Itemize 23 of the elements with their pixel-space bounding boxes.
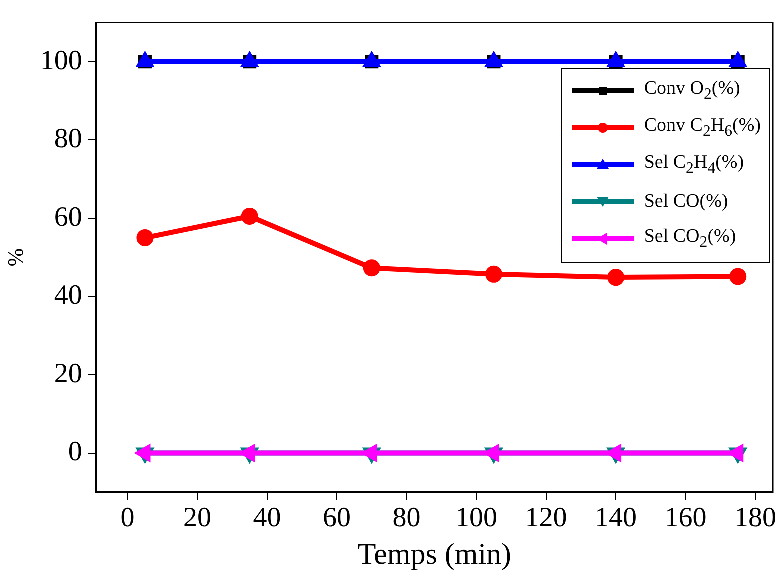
legend-label: Sel CO(%) — [644, 191, 728, 214]
y-tick-label: 0 — [68, 436, 82, 468]
legend-label: Conv O$_{2}$(%) — [644, 78, 740, 104]
y-tick-label: 40 — [54, 280, 82, 312]
legend-label: Conv C$_{2}$H$_{6}$(%) — [644, 115, 761, 142]
x-tick-label: 20 — [184, 502, 212, 534]
x-tick-label: 100 — [456, 502, 498, 534]
y-tick-label: 20 — [54, 358, 82, 390]
x-tick-label: 160 — [664, 502, 707, 534]
y-tick-label: 80 — [54, 124, 82, 155]
legend-label: Sel CO$_{2}$(%) — [644, 226, 736, 252]
x-tick-label: 80 — [392, 502, 421, 534]
y-axis-title: % — [2, 248, 28, 267]
y-tick-label: 60 — [54, 202, 82, 233]
x-tick-label: 60 — [323, 502, 352, 534]
x-tick-label: 0 — [120, 502, 135, 534]
legend-label: Sel C$_{2}$H$_{4}$(%) — [644, 152, 744, 178]
x-tick-label: 120 — [525, 502, 568, 534]
y-tick-label: 100 — [40, 45, 82, 76]
x-axis-title: Temps (min) — [358, 538, 512, 571]
x-tick-label: 180 — [734, 502, 777, 534]
x-tick-label: 40 — [253, 502, 282, 534]
x-tick-label: 140 — [595, 502, 638, 534]
